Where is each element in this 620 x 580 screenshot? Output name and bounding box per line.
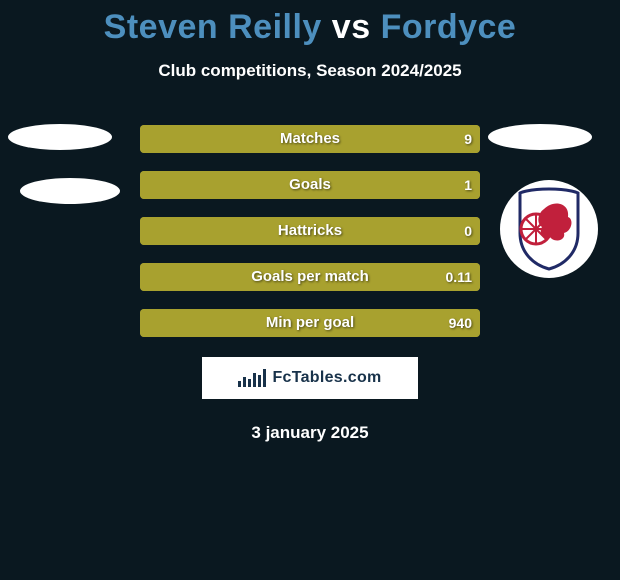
brand-box: FcTables.com bbox=[202, 357, 418, 399]
bar-chart-icon bbox=[238, 369, 266, 387]
player1-name: Steven Reilly bbox=[104, 8, 322, 46]
shield-icon bbox=[514, 187, 584, 271]
stats-table: Matches9Goals1Hattricks0Goals per match0… bbox=[140, 125, 480, 337]
club-badge bbox=[500, 180, 598, 278]
date-text: 3 january 2025 bbox=[0, 423, 620, 443]
stat-label: Goals per match bbox=[140, 263, 480, 291]
stat-label: Hattricks bbox=[140, 217, 480, 245]
right-club-logo-1 bbox=[488, 124, 592, 150]
stat-value-right: 0 bbox=[464, 217, 472, 245]
brand-text: FcTables.com bbox=[272, 369, 381, 387]
page-title: Steven Reilly vs Fordyce bbox=[0, 0, 620, 47]
stat-row: Min per goal940 bbox=[140, 309, 480, 337]
left-club-logo-1 bbox=[8, 124, 112, 150]
stat-row: Matches9 bbox=[140, 125, 480, 153]
stat-value-right: 0.11 bbox=[446, 263, 472, 291]
stat-value-right: 940 bbox=[449, 309, 472, 337]
player2-name: Fordyce bbox=[381, 8, 517, 46]
stat-label: Goals bbox=[140, 171, 480, 199]
comparison-card: Steven Reilly vs Fordyce Club competitio… bbox=[0, 0, 620, 580]
stat-row: Goals per match0.11 bbox=[140, 263, 480, 291]
left-club-logo-2 bbox=[20, 178, 120, 204]
stat-label: Min per goal bbox=[140, 309, 480, 337]
stat-row: Hattricks0 bbox=[140, 217, 480, 245]
stat-value-right: 9 bbox=[464, 125, 472, 153]
stat-value-right: 1 bbox=[464, 171, 472, 199]
vs-text: vs bbox=[332, 8, 371, 46]
right-club-logo-2 bbox=[500, 180, 598, 278]
stat-row: Goals1 bbox=[140, 171, 480, 199]
subtitle: Club competitions, Season 2024/2025 bbox=[0, 61, 620, 81]
stat-label: Matches bbox=[140, 125, 480, 153]
